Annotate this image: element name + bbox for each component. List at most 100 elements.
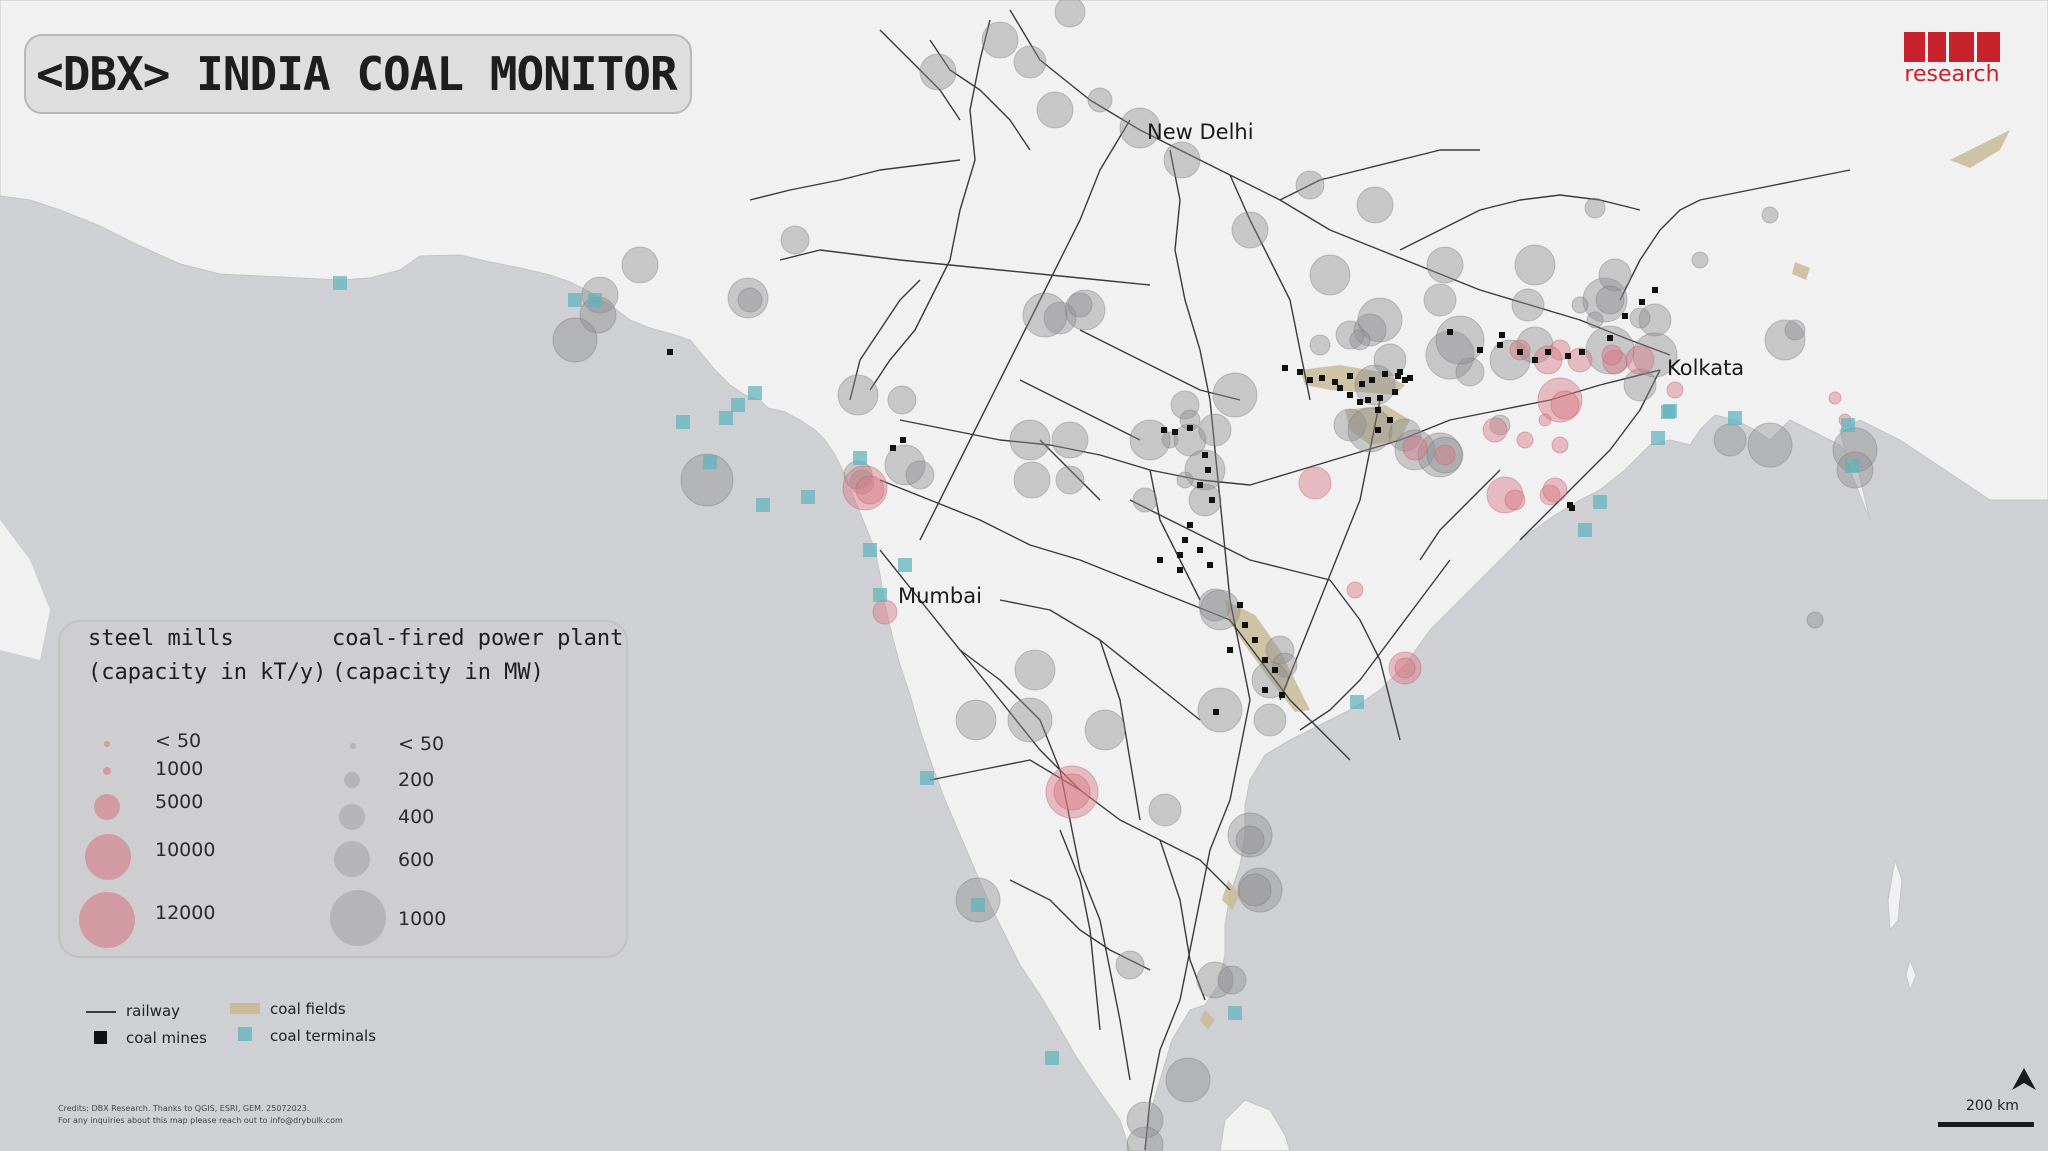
- power-plant-marker[interactable]: [1638, 303, 1672, 337]
- coal-mine-marker[interactable]: [1545, 349, 1551, 355]
- power-plant-marker[interactable]: [1235, 825, 1265, 855]
- coal-terminal-marker[interactable]: [703, 455, 717, 469]
- power-plant-marker[interactable]: [1764, 319, 1806, 361]
- coal-mine-marker[interactable]: [1622, 313, 1628, 319]
- power-plant-marker[interactable]: [955, 699, 997, 741]
- coal-mine-marker[interactable]: [1407, 375, 1413, 381]
- coal-mine-marker[interactable]: [1182, 537, 1188, 543]
- power-plant-marker[interactable]: [1423, 283, 1457, 317]
- power-plant-marker[interactable]: [1170, 390, 1200, 420]
- coal-terminal-marker[interactable]: [1841, 418, 1855, 432]
- coal-mine-marker[interactable]: [1227, 647, 1233, 653]
- power-plant-marker[interactable]: [1489, 414, 1511, 436]
- power-plant-marker[interactable]: [1309, 334, 1331, 356]
- coal-mine-marker[interactable]: [1369, 377, 1375, 383]
- power-plant-marker[interactable]: [1197, 687, 1243, 733]
- power-plant-marker[interactable]: [837, 374, 879, 416]
- steel-mill-marker[interactable]: [1538, 413, 1552, 427]
- power-plant-marker[interactable]: [1055, 465, 1085, 495]
- power-plant-marker[interactable]: [1227, 812, 1273, 858]
- power-plant-marker[interactable]: [1455, 357, 1485, 387]
- power-plant-marker[interactable]: [1571, 296, 1589, 314]
- steel-mill-marker[interactable]: [1504, 489, 1526, 511]
- coal-mine-marker[interactable]: [1207, 562, 1213, 568]
- coal-mine-marker[interactable]: [1205, 467, 1211, 473]
- power-plant-marker[interactable]: [1036, 91, 1074, 129]
- power-plant-marker[interactable]: [1347, 407, 1393, 453]
- power-plant-marker[interactable]: [1165, 1057, 1211, 1103]
- power-plant-marker[interactable]: [727, 277, 769, 319]
- coal-mine-marker[interactable]: [1579, 349, 1585, 355]
- coal-mine-marker[interactable]: [1332, 379, 1338, 385]
- steel-mill-marker[interactable]: [1298, 466, 1332, 500]
- steel-mill-marker[interactable]: [1053, 773, 1091, 811]
- coal-mine-marker[interactable]: [1197, 547, 1203, 553]
- coal-mine-marker[interactable]: [1307, 377, 1313, 383]
- power-plant-marker[interactable]: [1435, 315, 1485, 365]
- power-plant-marker[interactable]: [1013, 461, 1051, 499]
- power-plant-marker[interactable]: [1272, 652, 1298, 678]
- coal-mine-marker[interactable]: [1297, 369, 1303, 375]
- coal-mine-marker[interactable]: [1517, 349, 1523, 355]
- power-plant-marker[interactable]: [1353, 313, 1387, 347]
- coal-mine-marker[interactable]: [1272, 667, 1278, 673]
- power-plant-marker[interactable]: [1007, 697, 1053, 743]
- power-plant-marker[interactable]: [621, 246, 659, 284]
- coal-terminal-marker[interactable]: [898, 558, 912, 572]
- coal-mine-marker[interactable]: [1365, 397, 1371, 403]
- power-plant-marker[interactable]: [1161, 431, 1179, 449]
- coal-mine-marker[interactable]: [1375, 427, 1381, 433]
- power-plant-marker[interactable]: [1188, 483, 1222, 517]
- power-plant-marker[interactable]: [1335, 320, 1365, 350]
- coal-terminal-marker[interactable]: [920, 771, 934, 785]
- coal-mine-marker[interactable]: [1187, 425, 1193, 431]
- power-plant-marker[interactable]: [1691, 251, 1709, 269]
- power-plant-marker[interactable]: [680, 453, 734, 507]
- coal-mine-marker[interactable]: [1447, 329, 1453, 335]
- coal-mine-marker[interactable]: [667, 349, 673, 355]
- coal-terminal-marker[interactable]: [756, 498, 770, 512]
- coal-mine-marker[interactable]: [1375, 407, 1381, 413]
- power-plant-marker[interactable]: [1084, 709, 1126, 751]
- steel-mill-marker[interactable]: [855, 475, 885, 505]
- power-plant-marker[interactable]: [1586, 311, 1604, 329]
- coal-terminal-marker[interactable]: [1593, 495, 1607, 509]
- coal-terminal-marker[interactable]: [971, 898, 985, 912]
- power-plant-marker[interactable]: [1014, 649, 1056, 691]
- power-plant-marker[interactable]: [1629, 307, 1651, 329]
- steel-mill-marker[interactable]: [1601, 344, 1623, 366]
- coal-mine-marker[interactable]: [900, 437, 906, 443]
- coal-mine-marker[interactable]: [1157, 557, 1163, 563]
- power-plant-marker[interactable]: [1713, 423, 1747, 457]
- power-plant-marker[interactable]: [1129, 419, 1171, 461]
- coal-mine-marker[interactable]: [890, 445, 896, 451]
- power-plant-marker[interactable]: [887, 385, 917, 415]
- steel-mill-marker[interactable]: [1434, 444, 1456, 466]
- power-plant-marker[interactable]: [1212, 372, 1258, 418]
- coal-mine-marker[interactable]: [1532, 357, 1538, 363]
- coal-mine-marker[interactable]: [1337, 385, 1343, 391]
- coal-mine-marker[interactable]: [1347, 392, 1353, 398]
- power-plant-marker[interactable]: [1067, 292, 1093, 318]
- power-plant-marker[interactable]: [905, 460, 935, 490]
- power-plant-marker[interactable]: [1309, 254, 1351, 296]
- coal-mine-marker[interactable]: [1187, 522, 1193, 528]
- power-plant-marker[interactable]: [1584, 197, 1606, 219]
- power-plant-marker[interactable]: [1054, 0, 1086, 28]
- coal-terminal-marker[interactable]: [568, 293, 582, 307]
- power-plant-marker[interactable]: [1115, 950, 1145, 980]
- coal-mine-marker[interactable]: [1359, 381, 1365, 387]
- power-plant-marker[interactable]: [1356, 186, 1394, 224]
- coal-mine-marker[interactable]: [1282, 365, 1288, 371]
- coal-mine-marker[interactable]: [1397, 369, 1403, 375]
- power-plant-marker[interactable]: [1417, 432, 1463, 478]
- power-plant-marker[interactable]: [1198, 588, 1232, 622]
- steel-mill-marker[interactable]: [1666, 381, 1684, 399]
- steel-mill-marker[interactable]: [1388, 651, 1422, 685]
- coal-terminal-marker[interactable]: [1228, 1006, 1242, 1020]
- power-plant-marker[interactable]: [1623, 368, 1657, 402]
- coal-mine-marker[interactable]: [1392, 389, 1398, 395]
- coal-mine-marker[interactable]: [1499, 332, 1505, 338]
- power-plant-marker[interactable]: [1595, 285, 1625, 315]
- power-plant-marker[interactable]: [1598, 258, 1632, 292]
